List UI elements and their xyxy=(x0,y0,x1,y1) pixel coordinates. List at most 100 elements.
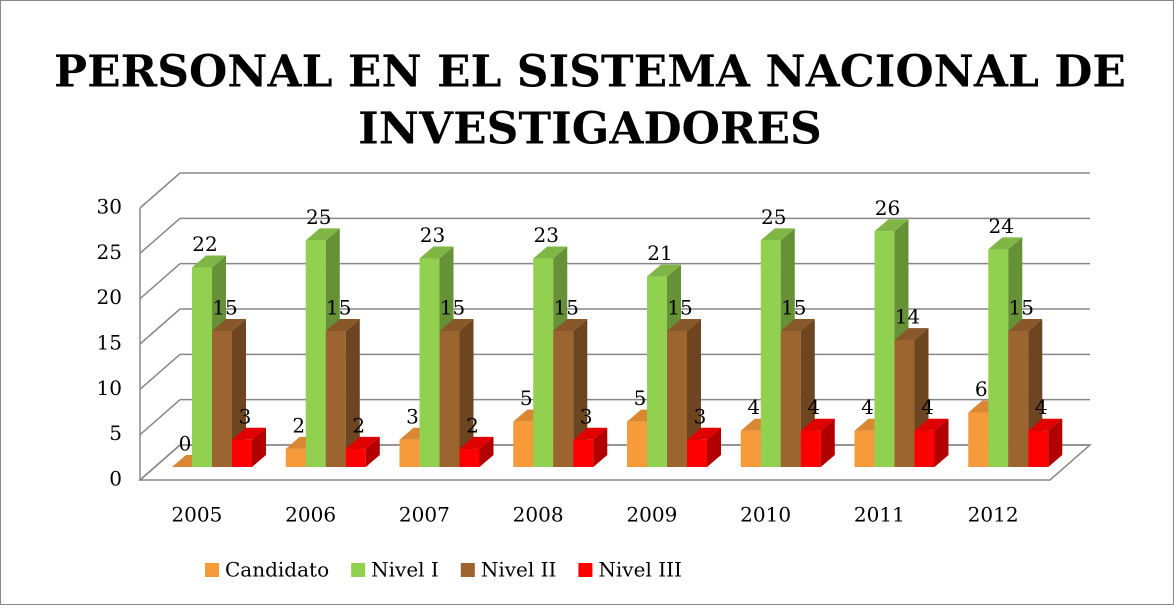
grid-line xyxy=(139,172,181,209)
x-tick-label: 2010 xyxy=(740,503,791,527)
bar-front xyxy=(439,331,460,467)
bar-top-shade xyxy=(553,319,588,331)
legend-swatch xyxy=(578,563,593,577)
bar-side-shade xyxy=(479,436,494,467)
bar-front xyxy=(687,439,707,467)
bar-side xyxy=(707,427,721,467)
bar-top xyxy=(988,237,1023,250)
bar-front xyxy=(459,448,480,467)
grid-line xyxy=(139,263,181,300)
data-label: 4 xyxy=(747,395,760,419)
bar-top xyxy=(894,328,929,341)
bar-front xyxy=(968,412,989,467)
x-tick-label: 2009 xyxy=(626,503,677,527)
bar-front xyxy=(760,240,781,467)
bar-top xyxy=(459,436,494,449)
data-label: 15 xyxy=(212,296,237,320)
bar-side-shade xyxy=(707,427,721,467)
legend-swatch xyxy=(460,563,475,577)
bar-top-shade xyxy=(780,319,815,331)
bar-front xyxy=(553,331,574,467)
bar-front xyxy=(988,249,1009,467)
bar-side-shade xyxy=(573,319,588,467)
x-tick-label: 2005 xyxy=(171,503,222,527)
bar-front xyxy=(573,439,594,467)
bar-top-shade xyxy=(647,264,681,277)
bar-top xyxy=(687,427,721,440)
y-tick-label: 30 xyxy=(97,195,122,219)
bar-top xyxy=(325,319,360,331)
bar-side xyxy=(820,418,835,467)
data-label: 21 xyxy=(647,241,672,265)
bar-top xyxy=(305,228,340,241)
x-tick-label: 2012 xyxy=(968,503,1019,527)
data-label: 3 xyxy=(694,404,707,428)
bar-top-shade xyxy=(1028,418,1063,431)
bar-top-shade xyxy=(325,319,360,331)
bar-top xyxy=(573,427,608,440)
bar-top xyxy=(419,246,454,259)
grid-line xyxy=(139,353,181,390)
bar-front xyxy=(667,331,687,467)
bar-top xyxy=(192,255,226,268)
bar-front xyxy=(513,421,534,467)
bar-side xyxy=(479,436,494,467)
bar-top xyxy=(667,319,701,331)
bar-front xyxy=(305,240,326,467)
legend-label: Candidato xyxy=(225,558,329,582)
data-label: 2 xyxy=(352,413,365,437)
bar-side xyxy=(459,319,474,467)
y-tick-label: 0 xyxy=(109,467,122,491)
bar-front xyxy=(874,231,895,467)
grid-line xyxy=(139,399,181,436)
bar-top-shade xyxy=(1008,319,1043,331)
bar-front xyxy=(325,331,346,467)
bar-front xyxy=(1028,430,1049,467)
bar-side xyxy=(593,427,608,467)
data-label: 14 xyxy=(895,305,920,329)
y-tick-label: 25 xyxy=(97,240,122,264)
data-label: 15 xyxy=(326,296,351,320)
legend-label: Nivel III xyxy=(598,558,682,582)
bar-side-shade xyxy=(1048,418,1063,467)
bar-side xyxy=(345,319,360,467)
y-tick-label: 10 xyxy=(97,376,122,400)
bar-side-shade xyxy=(934,418,949,467)
bar-top xyxy=(800,418,835,431)
bar-side xyxy=(1048,418,1063,467)
legend-label: Nivel I xyxy=(371,558,439,582)
bar-top xyxy=(212,319,246,331)
grid-line xyxy=(139,217,181,254)
bar-top-shade xyxy=(533,246,568,259)
grid-line xyxy=(139,308,181,345)
data-label: 23 xyxy=(420,223,445,247)
bar-top-shade xyxy=(874,219,909,232)
data-label: 4 xyxy=(921,395,934,419)
bar-side-shade xyxy=(345,319,360,467)
data-label: 22 xyxy=(192,232,217,256)
data-label: 5 xyxy=(634,386,647,410)
legend-swatch xyxy=(351,563,366,577)
bar-front xyxy=(419,258,440,467)
bar-front xyxy=(399,439,420,467)
data-label: 26 xyxy=(875,196,900,220)
chart-title: INVESTIGADORES xyxy=(358,104,822,155)
bar-top xyxy=(553,319,588,331)
bar-top-shade xyxy=(894,328,929,341)
data-label: 15 xyxy=(440,296,465,320)
data-label: 4 xyxy=(807,395,820,419)
data-label: 23 xyxy=(534,223,559,247)
bar-top-shade xyxy=(419,246,454,259)
bar-side-shade xyxy=(252,427,266,467)
bar-top-shade xyxy=(192,255,226,268)
bar-front xyxy=(627,421,647,467)
bar-front xyxy=(780,331,801,467)
bar-front xyxy=(212,331,232,467)
y-tick-label: 20 xyxy=(97,285,122,309)
data-label: 2 xyxy=(292,413,305,437)
bar-top-shade xyxy=(687,427,721,440)
bar-side xyxy=(232,319,246,467)
data-label: 25 xyxy=(306,205,331,229)
bar-top-shade xyxy=(760,228,795,241)
